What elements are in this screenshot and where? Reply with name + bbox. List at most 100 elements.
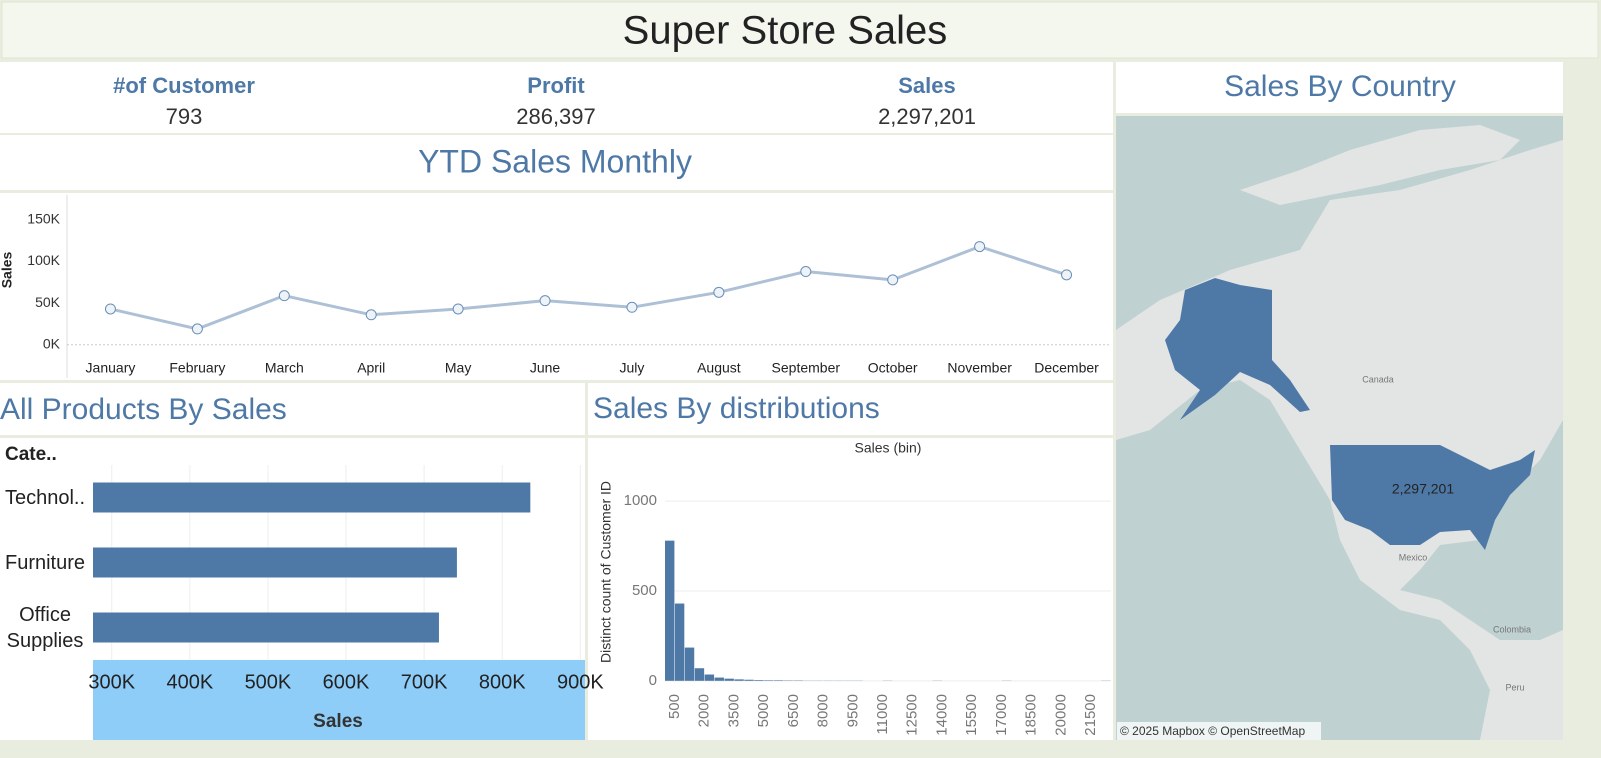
x-tick-label: November	[947, 360, 1012, 376]
kpi-panel	[0, 62, 1113, 133]
x-tick-label: 300K	[88, 671, 135, 693]
chart-title: YTD Sales Monthly	[418, 143, 692, 179]
map-place-label: Mexico	[1399, 552, 1428, 562]
map-attribution: © 2025 Mapbox © OpenStreetMap	[1120, 724, 1305, 738]
x-tick-label: May	[445, 360, 471, 376]
bar	[744, 679, 754, 681]
point	[887, 274, 899, 286]
point	[278, 290, 290, 302]
bar	[665, 540, 675, 681]
x-tick-label: March	[265, 360, 304, 376]
dashboard-title: Super Store Sales	[623, 9, 948, 53]
line-panel	[0, 193, 1113, 380]
bar	[93, 547, 457, 578]
x-tick-label: 11000	[874, 694, 891, 735]
x-tick-label: October	[868, 360, 918, 376]
x-tick-label: 700K	[401, 671, 448, 693]
point	[452, 303, 464, 315]
x-axis-title: Sales	[313, 711, 363, 732]
bar	[93, 612, 439, 643]
map-place-label: Colombia	[1493, 624, 1531, 634]
x-tick-label: 15500	[963, 694, 980, 736]
map-title-panel	[1116, 62, 1563, 113]
y-tick-label: 0	[649, 672, 657, 689]
map-islands	[1240, 125, 1520, 205]
hist-panel	[588, 438, 1113, 740]
map-attribution-bg	[1117, 722, 1321, 740]
y-tick-label: 100K	[27, 252, 60, 268]
kpi-value: 2,297,201	[878, 104, 976, 129]
kpi-label: Profit	[527, 73, 585, 98]
x-axis-band	[93, 660, 585, 740]
x-tick-label: 800K	[479, 671, 526, 693]
point	[1061, 269, 1073, 281]
x-tick-label: 600K	[323, 671, 370, 693]
map-value-label: 2,297,201	[1392, 481, 1454, 497]
x-tick-label: 18500	[1023, 694, 1040, 736]
x-tick-label: January	[86, 360, 136, 376]
map-place-label: Peru	[1505, 682, 1524, 692]
point	[539, 295, 551, 307]
y-tick-label: 50K	[35, 294, 61, 310]
x-tick-label: 14000	[933, 694, 950, 736]
y-tick-label: Technol..	[4, 486, 86, 509]
point	[626, 301, 638, 313]
y-tick-label: 1000	[624, 492, 657, 509]
header-panel	[1, 1, 1599, 59]
line-title-panel	[0, 135, 1113, 190]
x-tick-label: 3500	[725, 694, 742, 727]
chart-title: All Products By Sales	[0, 393, 287, 426]
bar	[764, 680, 774, 681]
bar	[714, 677, 724, 681]
kpi-label: #of Customer	[113, 73, 255, 98]
x-tick-label: 400K	[166, 671, 213, 693]
map-title: Sales By Country	[1224, 70, 1456, 103]
x-tick-label: 12500	[904, 694, 921, 736]
x-tick-label: April	[357, 360, 385, 376]
bar	[674, 603, 685, 681]
x-tick-label: December	[1034, 360, 1099, 376]
x-tick-label: July	[620, 360, 645, 376]
y-axis-title: Distinct count of Customer ID	[598, 481, 614, 663]
x-tick-label: September	[772, 360, 841, 376]
x-tick-label: 900K	[557, 671, 604, 693]
x-tick-label: 500	[666, 694, 683, 719]
bar	[734, 679, 744, 681]
x-tick-label: 6500	[785, 694, 802, 727]
bar	[684, 647, 695, 681]
x-tick-label: 500K	[245, 671, 292, 693]
bar	[724, 678, 734, 681]
y-tick-label: 0K	[43, 335, 61, 351]
bar	[694, 668, 705, 681]
kpi-value: 286,397	[516, 104, 596, 129]
x-tick-label: February	[169, 360, 225, 376]
x-tick-label: 20000	[1052, 694, 1069, 736]
x-tick-label: 5000	[755, 694, 772, 727]
point	[365, 309, 377, 321]
category-header: Cate..	[5, 444, 57, 465]
y-axis-title: Sales	[0, 251, 15, 288]
point	[974, 241, 986, 253]
bar-title-panel	[0, 383, 585, 435]
x-tick-label: 9500	[844, 694, 861, 727]
y-tick-label: Office Supplies	[6, 603, 84, 652]
y-tick-label: 150K	[27, 211, 60, 227]
bar	[754, 680, 764, 681]
point	[800, 266, 812, 278]
hist-title-panel	[588, 383, 1113, 435]
bar	[93, 482, 531, 513]
x-tick-label: 21500	[1082, 694, 1099, 736]
bar	[704, 674, 715, 681]
x-tick-label: June	[530, 360, 561, 376]
point	[191, 323, 203, 335]
map-usa	[1330, 445, 1535, 550]
x-tick-label: 2000	[696, 694, 713, 727]
y-tick-label: Furniture	[4, 551, 86, 574]
map-alaska	[1165, 278, 1310, 420]
map-place-label: Canada	[1362, 374, 1394, 384]
kpi-value: 793	[166, 104, 203, 129]
kpi-label: Sales	[898, 73, 956, 98]
line	[110, 244, 1068, 331]
